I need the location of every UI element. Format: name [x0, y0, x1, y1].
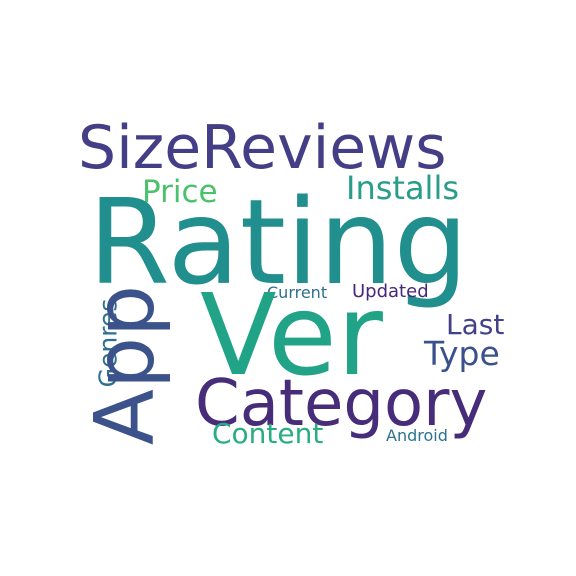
word-android: Android	[386, 426, 448, 445]
word-installs: Installs	[346, 169, 459, 207]
word-current: Current	[267, 283, 328, 302]
word-price: Price	[142, 174, 218, 210]
word-category: Category	[195, 367, 488, 441]
word-type: Type	[424, 334, 500, 373]
word-content: Content	[212, 417, 324, 450]
word-rating: Rating	[88, 173, 469, 311]
word-last: Last	[446, 308, 505, 341]
word-sizereviews: SizeReviews	[78, 113, 447, 183]
word-updated: Updated	[352, 281, 429, 302]
word-app: App	[78, 284, 173, 446]
word-ver: Ver	[200, 271, 383, 401]
